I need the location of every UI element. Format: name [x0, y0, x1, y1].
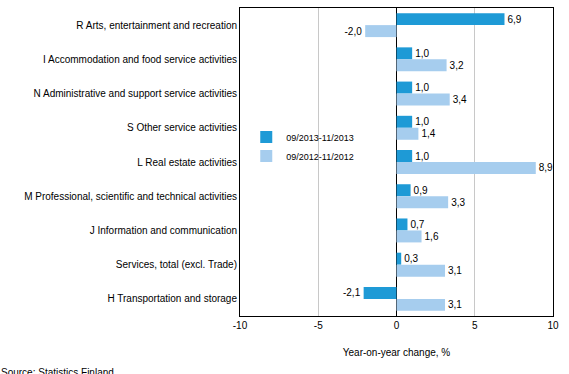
- svg-text:0: 0: [394, 320, 400, 331]
- svg-text:N Administrative and support s: N Administrative and support service act…: [34, 88, 237, 99]
- svg-text:6,9: 6,9: [507, 14, 521, 25]
- svg-text:L Real estate activities: L Real estate activities: [137, 157, 237, 168]
- svg-text:0,3: 0,3: [404, 253, 418, 264]
- svg-text:3,3: 3,3: [451, 197, 465, 208]
- svg-text:-5: -5: [314, 320, 323, 331]
- svg-text:10: 10: [547, 320, 559, 331]
- svg-text:-2,0: -2,0: [345, 26, 363, 37]
- svg-text:H Transportation and storage: H Transportation and storage: [107, 293, 237, 304]
- svg-text:I Accommodation and food servi: I Accommodation and food service activit…: [43, 54, 237, 65]
- svg-text:0,9: 0,9: [414, 185, 428, 196]
- svg-text:3,1: 3,1: [448, 265, 462, 276]
- svg-text:Services, total (excl. Trade): Services, total (excl. Trade): [116, 259, 237, 270]
- svg-text:1,6: 1,6: [425, 231, 439, 242]
- svg-text:Source: Statistics Finland: Source: Statistics Finland: [1, 367, 114, 374]
- svg-text:5: 5: [472, 320, 478, 331]
- svg-text:0,7: 0,7: [410, 219, 424, 230]
- svg-text:8,9: 8,9: [539, 162, 553, 173]
- svg-text:M Professional, scientific and: M Professional, scientific and technical…: [24, 191, 237, 202]
- svg-text:3,2: 3,2: [450, 60, 464, 71]
- svg-text:3,4: 3,4: [453, 94, 467, 105]
- svg-text:S Other service activities: S Other service activities: [127, 122, 237, 133]
- svg-text:R Arts, entertainment and recr: R Arts, entertainment and recreation: [76, 20, 237, 31]
- svg-text:1,0: 1,0: [415, 116, 429, 127]
- svg-text:-2,1: -2,1: [343, 287, 361, 298]
- svg-text:09/2012-11/2012: 09/2012-11/2012: [286, 152, 353, 162]
- svg-text:1,0: 1,0: [415, 151, 429, 162]
- svg-text:3,1: 3,1: [448, 299, 462, 310]
- svg-text:09/2013-11/2013: 09/2013-11/2013: [286, 133, 353, 143]
- svg-text:-10: -10: [233, 320, 248, 331]
- svg-text:J Information and communicatio: J Information and communication: [90, 225, 237, 236]
- svg-text:1,4: 1,4: [421, 128, 435, 139]
- svg-text:1,0: 1,0: [415, 48, 429, 59]
- svg-text:1,0: 1,0: [415, 82, 429, 93]
- svg-text:Year-on-year change, %: Year-on-year change, %: [343, 347, 451, 358]
